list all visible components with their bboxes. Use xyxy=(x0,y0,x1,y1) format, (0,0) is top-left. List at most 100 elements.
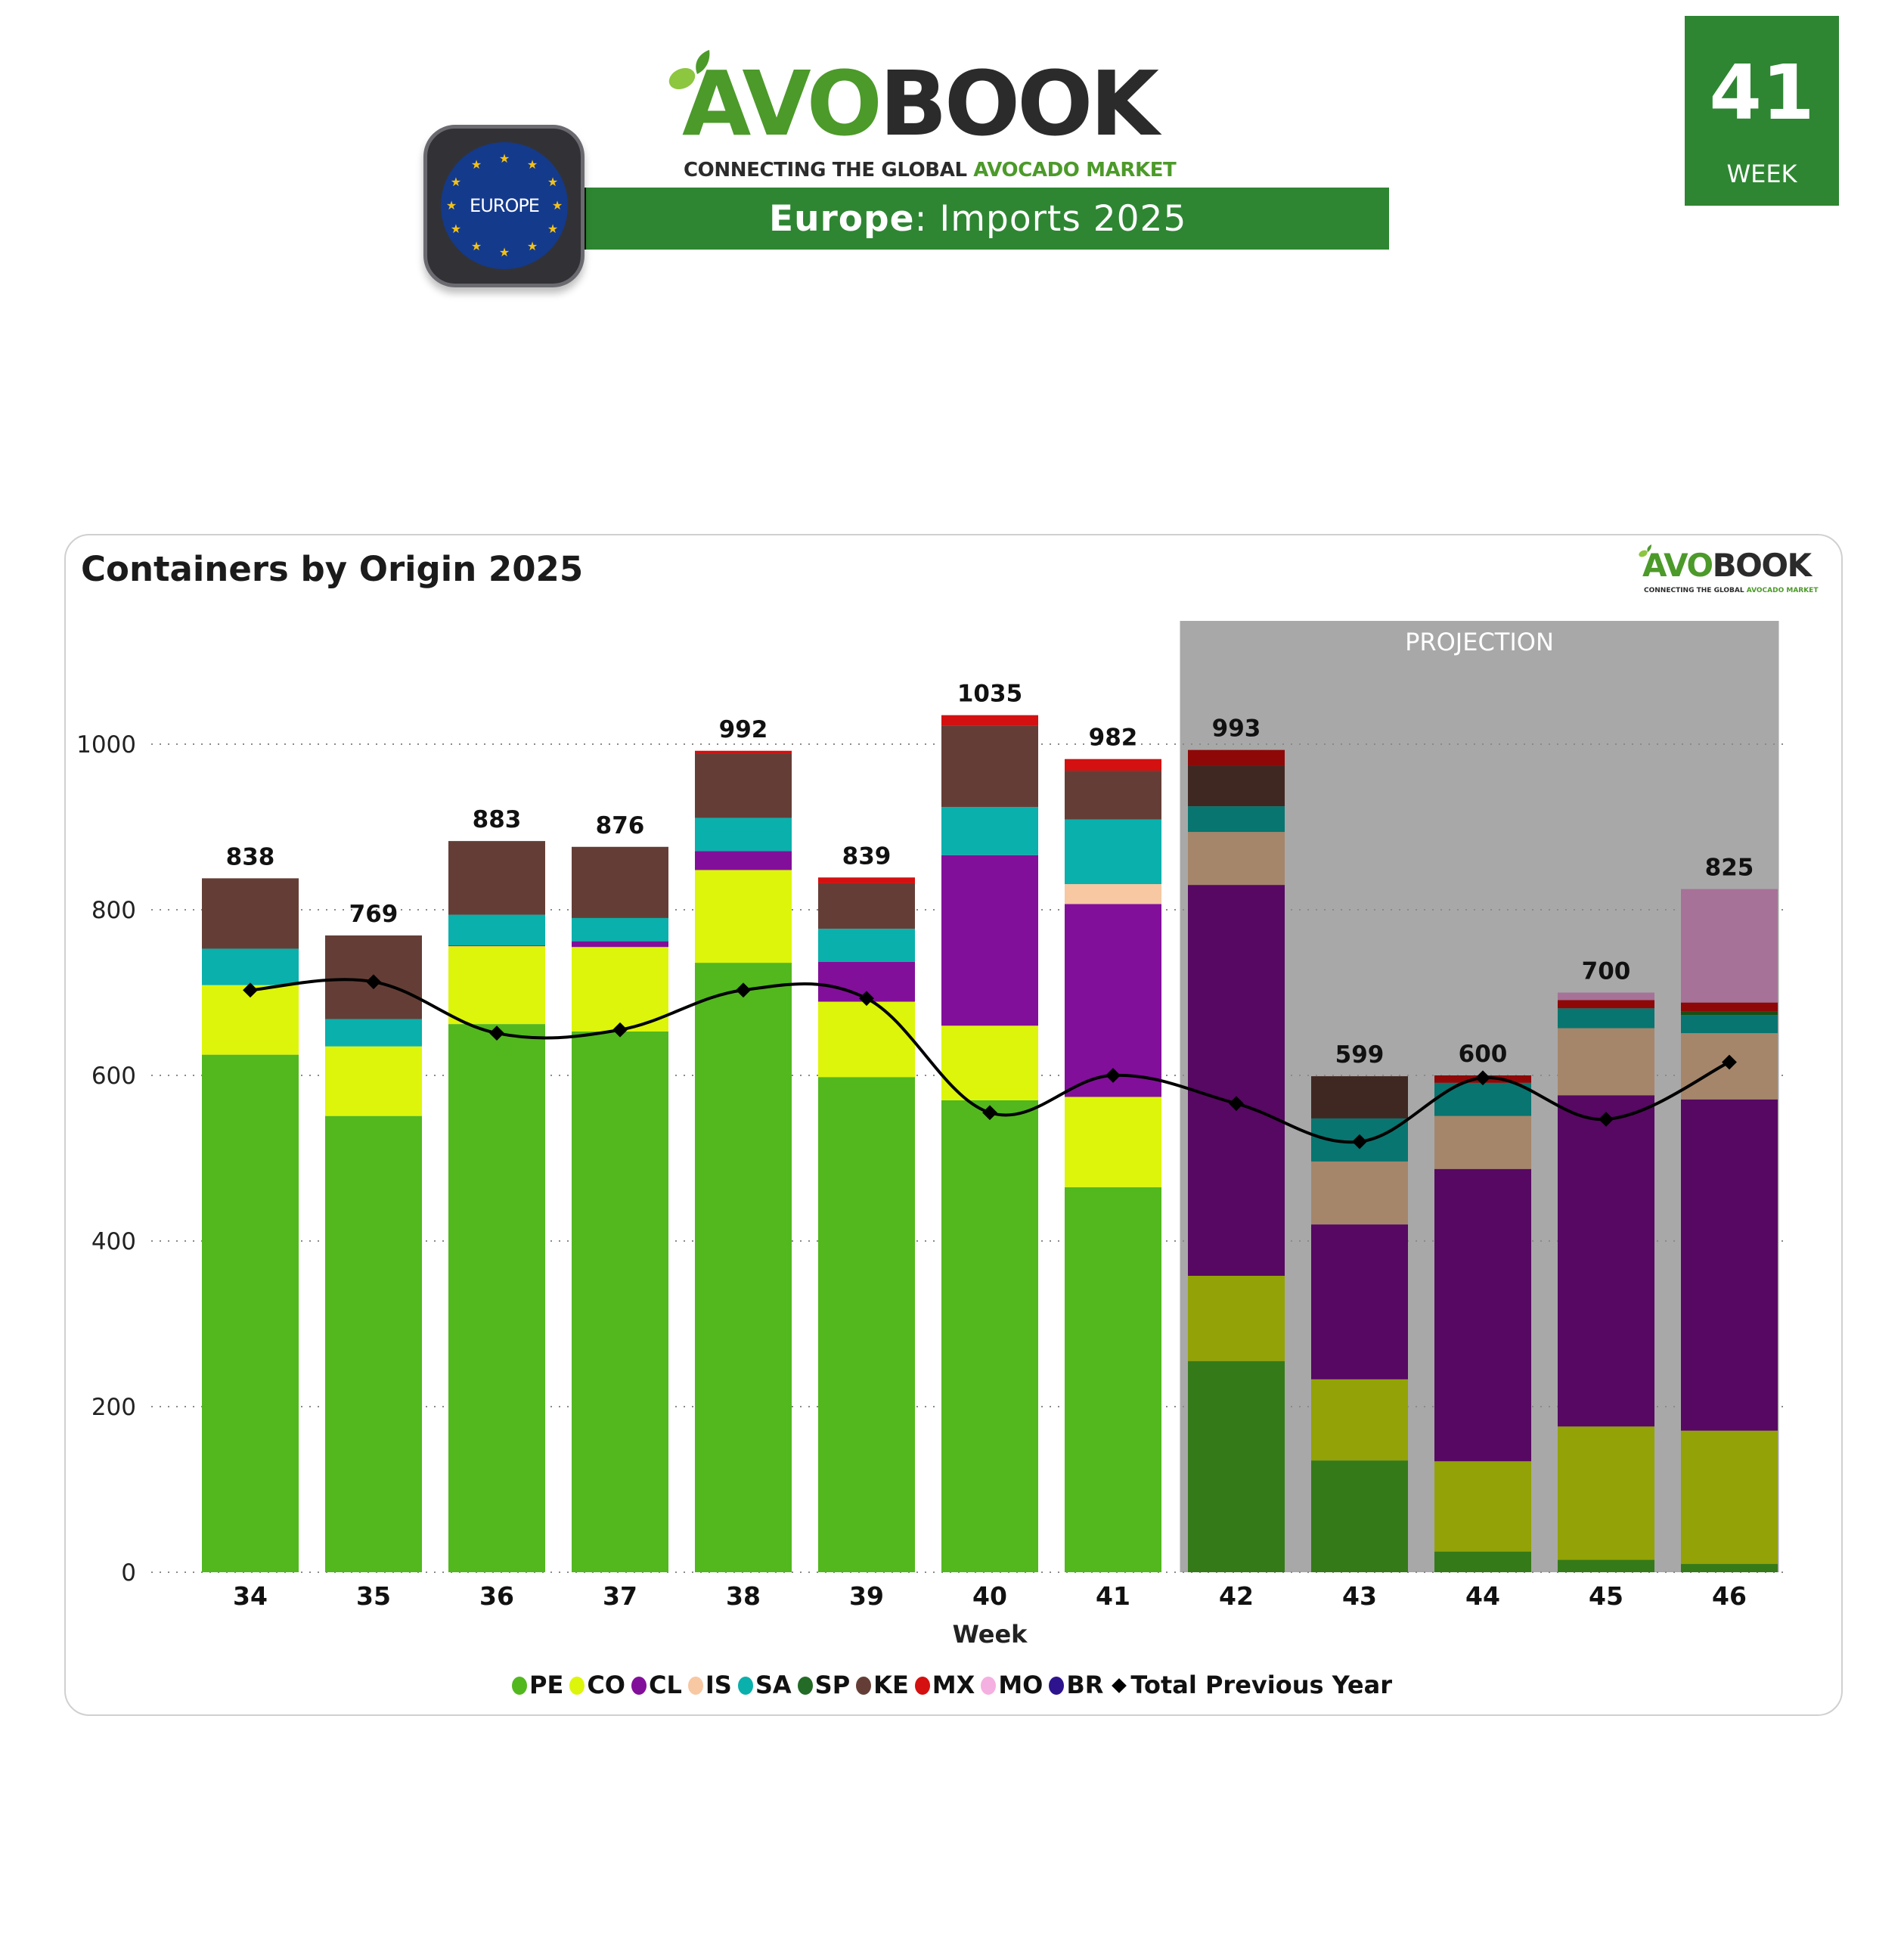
bar-segment-pe[interactable] xyxy=(448,1024,545,1572)
previous-year-marker[interactable] xyxy=(489,1025,504,1041)
legend-item-br[interactable]: BR xyxy=(1049,1670,1103,1700)
bar-segment-sa[interactable] xyxy=(325,1019,422,1047)
bar-segment-cl[interactable] xyxy=(448,945,545,947)
bar-segment-ke[interactable] xyxy=(448,841,545,915)
bar-segment-pe[interactable] xyxy=(1681,1564,1778,1572)
legend-item-sa[interactable]: SA xyxy=(737,1670,792,1700)
bar-segment-is[interactable] xyxy=(1558,1028,1654,1096)
bar-segment-co[interactable] xyxy=(572,947,668,1032)
bar-segment-ke[interactable] xyxy=(572,846,668,918)
bar-segment-cl[interactable] xyxy=(1065,904,1161,1097)
bar-segment-co[interactable] xyxy=(1434,1461,1531,1552)
previous-year-marker[interactable] xyxy=(243,982,258,998)
bar-segment-mx[interactable] xyxy=(1558,1000,1654,1009)
bar-segment-cl[interactable] xyxy=(1188,885,1285,1276)
bar-segment-co[interactable] xyxy=(941,1025,1038,1100)
bar-segment-pe[interactable] xyxy=(1065,1187,1161,1572)
bar-segment-sa[interactable] xyxy=(1434,1082,1531,1116)
bar-segment-pe[interactable] xyxy=(818,1077,915,1572)
bar-segment-pe[interactable] xyxy=(572,1031,668,1572)
bar-segment-ke[interactable] xyxy=(1188,765,1285,807)
bar-segment-sa[interactable] xyxy=(695,818,792,852)
previous-year-marker[interactable] xyxy=(982,1105,997,1121)
bar-segment-mx[interactable] xyxy=(1188,749,1285,766)
banner-subtitle: : Imports 2025 xyxy=(914,198,1187,240)
bar-segment-co[interactable] xyxy=(1681,1430,1778,1565)
total-data-label: 1035 xyxy=(957,681,1022,708)
bar-segment-co[interactable] xyxy=(818,1001,915,1078)
bar-segment-pe[interactable] xyxy=(695,963,792,1572)
bar-segment-mx[interactable] xyxy=(941,715,1038,726)
bar-segment-ke[interactable] xyxy=(1311,1076,1408,1118)
bar-segment-co[interactable] xyxy=(448,946,545,1025)
previous-year-marker[interactable] xyxy=(1599,1112,1614,1127)
legend-item-pe[interactable]: PE xyxy=(512,1670,563,1700)
bar-segment-sp[interactable] xyxy=(1681,1011,1778,1016)
bar-segment-ke[interactable] xyxy=(695,753,792,818)
previous-year-marker[interactable] xyxy=(1352,1134,1367,1150)
bar-segment-sa[interactable] xyxy=(572,917,668,942)
bar-segment-mx[interactable] xyxy=(1681,1002,1778,1012)
bar-segment-sa[interactable] xyxy=(202,948,299,985)
previous-year-marker[interactable] xyxy=(1105,1068,1121,1083)
bar-segment-co[interactable] xyxy=(1558,1426,1654,1560)
bar-segment-cl[interactable] xyxy=(1434,1168,1531,1462)
bar-segment-sa[interactable] xyxy=(448,914,545,946)
bar-segment-mx[interactable] xyxy=(818,877,915,883)
legend-item-mx[interactable]: MX xyxy=(914,1670,975,1700)
bar-segment-sa[interactable] xyxy=(1558,1008,1654,1028)
legend-label: MO xyxy=(998,1671,1043,1699)
previous-year-marker[interactable] xyxy=(736,982,751,998)
bar-segment-co[interactable] xyxy=(695,870,792,963)
bar-segment-co[interactable] xyxy=(325,1046,422,1116)
bar-segment-is[interactable] xyxy=(1434,1115,1531,1169)
bar-segment-mx[interactable] xyxy=(695,750,792,754)
bar-segment-pe[interactable] xyxy=(941,1100,1038,1572)
bar-segment-ke[interactable] xyxy=(818,883,915,929)
legend-dot-icon xyxy=(569,1677,585,1695)
bar-segment-cl[interactable] xyxy=(1558,1095,1654,1427)
legend-item-is[interactable]: IS xyxy=(687,1670,732,1700)
bar-segment-pe[interactable] xyxy=(1188,1360,1285,1572)
bar-segment-cl[interactable] xyxy=(572,941,668,948)
bar-segment-sa[interactable] xyxy=(818,929,915,962)
bar-segment-co[interactable] xyxy=(1065,1097,1161,1187)
previous-year-marker[interactable] xyxy=(366,974,381,990)
bar-segment-is[interactable] xyxy=(1188,832,1285,886)
previous-year-marker[interactable] xyxy=(1229,1096,1244,1112)
legend-item-cl[interactable]: CL xyxy=(631,1670,682,1700)
legend-item-sp[interactable]: SP xyxy=(797,1670,850,1700)
bar-segment-co[interactable] xyxy=(1188,1275,1285,1361)
previous-year-marker[interactable] xyxy=(859,991,874,1007)
legend-item-ke[interactable]: KE xyxy=(856,1670,909,1700)
bar-segment-mo[interactable] xyxy=(1681,889,1778,1003)
previous-year-marker[interactable] xyxy=(612,1022,628,1038)
bar-segment-ke[interactable] xyxy=(1065,771,1161,820)
bar-segment-sa[interactable] xyxy=(1065,819,1161,885)
bar-segment-ke[interactable] xyxy=(202,878,299,949)
bar-segment-is[interactable] xyxy=(1065,884,1161,904)
total-data-label: 993 xyxy=(1212,715,1261,743)
bar-segment-co[interactable] xyxy=(1311,1379,1408,1461)
bar-segment-pe[interactable] xyxy=(202,1054,299,1572)
bar-segment-cl[interactable] xyxy=(695,851,792,870)
bar-segment-sa[interactable] xyxy=(941,807,1038,855)
bar-segment-pe[interactable] xyxy=(1434,1551,1531,1572)
bar-segment-mo[interactable] xyxy=(1558,992,1654,1001)
previous-year-marker[interactable] xyxy=(1475,1070,1490,1086)
legend-item-mo[interactable]: MO xyxy=(981,1670,1043,1700)
bar-segment-pe[interactable] xyxy=(1558,1559,1654,1572)
bar-segment-ke[interactable] xyxy=(941,725,1038,808)
legend-item-total-previous-year[interactable]: Total Previous Year xyxy=(1109,1670,1392,1700)
bar-segment-cl[interactable] xyxy=(1311,1224,1408,1379)
bar-segment-pe[interactable] xyxy=(325,1115,422,1572)
previous-year-marker[interactable] xyxy=(1722,1054,1737,1070)
bar-segment-sa[interactable] xyxy=(1188,806,1285,833)
bar-segment-is[interactable] xyxy=(1311,1161,1408,1225)
bar-segment-sa[interactable] xyxy=(1681,1015,1778,1034)
bar-segment-cl[interactable] xyxy=(941,855,1038,1026)
bar-segment-mx[interactable] xyxy=(1065,759,1161,771)
legend-item-co[interactable]: CO xyxy=(569,1670,625,1700)
bar-segment-pe[interactable] xyxy=(1311,1460,1408,1572)
bar-segment-cl[interactable] xyxy=(1681,1099,1778,1431)
